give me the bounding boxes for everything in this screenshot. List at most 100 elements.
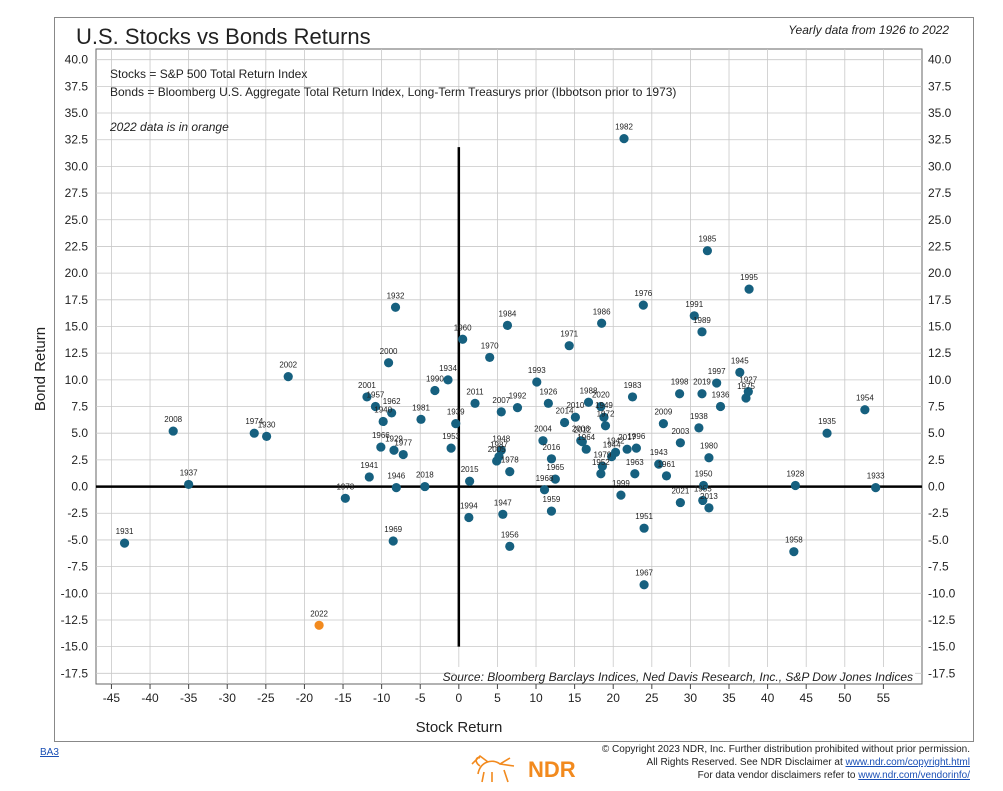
data-point-2015 bbox=[465, 476, 475, 486]
data-point-1997 bbox=[712, 378, 722, 388]
data-point-1996 bbox=[631, 443, 641, 453]
x-axis-label: Stock Return bbox=[416, 719, 503, 736]
point-label-1926: 1926 bbox=[539, 387, 557, 396]
point-label-1974: 1974 bbox=[245, 417, 263, 426]
y-tick-label-right: 5.0 bbox=[928, 426, 945, 440]
data-point-1933 bbox=[871, 483, 881, 493]
copyright-line-3: For data vendor disclaimers refer to www… bbox=[697, 770, 970, 781]
copyright-line-2: All Rights Reserved. See NDR Disclaimer … bbox=[646, 757, 971, 768]
point-label-1956: 1956 bbox=[501, 530, 519, 539]
y-tick-label-left: 17.5 bbox=[65, 293, 89, 307]
point-label-1979: 1979 bbox=[594, 450, 612, 459]
point-label-1930: 1930 bbox=[258, 420, 276, 429]
data-point-1959 bbox=[546, 506, 557, 516]
point-label-2012: 2012 bbox=[573, 426, 591, 435]
point-label-1952: 1952 bbox=[592, 458, 610, 467]
data-point-1960 bbox=[458, 334, 468, 344]
point-label-1933: 1933 bbox=[867, 472, 885, 481]
copyright-link[interactable]: www.ndr.com/copyright.html bbox=[845, 757, 971, 768]
point-label-1931: 1931 bbox=[116, 527, 134, 536]
y-tick-label-right: -17.5 bbox=[928, 666, 956, 680]
chart-note: Stocks = S&P 500 Total Return Index bbox=[110, 67, 307, 81]
point-label-1978: 1978 bbox=[501, 456, 519, 465]
x-tick-label: -45 bbox=[103, 691, 121, 705]
data-point-2004 bbox=[538, 436, 548, 446]
point-label-1927: 1927 bbox=[739, 376, 757, 385]
point-label-2002: 2002 bbox=[279, 361, 297, 370]
point-label-2004: 2004 bbox=[534, 425, 552, 434]
point-label-1948: 1948 bbox=[492, 434, 510, 443]
y-tick-label-left: 35.0 bbox=[65, 106, 89, 120]
ndr-logo: NDR bbox=[470, 748, 600, 786]
y-tick-label-right: 37.5 bbox=[928, 79, 952, 93]
point-label-2016: 2016 bbox=[543, 443, 561, 452]
data-point-1977 bbox=[398, 449, 408, 460]
y-tick-label-right: 25.0 bbox=[928, 213, 952, 227]
x-tick-label: -10 bbox=[373, 691, 391, 705]
data-point-1970 bbox=[485, 352, 495, 363]
y-tick-label-left: 12.5 bbox=[65, 346, 89, 360]
y-tick-label-left: 2.5 bbox=[71, 453, 88, 467]
vendorinfo-link[interactable]: www.ndr.com/vendorinfo/ bbox=[858, 770, 970, 781]
x-tick-label: -25 bbox=[257, 691, 275, 705]
data-point-1938 bbox=[694, 423, 704, 433]
point-label-2001: 2001 bbox=[358, 381, 376, 390]
y-tick-label-left: -5.0 bbox=[67, 533, 88, 547]
data-point-2022 bbox=[314, 620, 324, 630]
y-axis-label: Bond Return bbox=[32, 327, 49, 411]
data-point-1993 bbox=[532, 377, 542, 387]
point-label-1958: 1958 bbox=[785, 536, 803, 545]
data-point-1986 bbox=[597, 318, 607, 328]
point-label-2017: 2017 bbox=[618, 433, 636, 442]
point-label-1942: 1942 bbox=[607, 436, 625, 445]
y-tick-label-left: 30.0 bbox=[65, 159, 89, 173]
point-label-1936: 1936 bbox=[712, 391, 730, 400]
y-tick-label-left: -10.0 bbox=[61, 586, 89, 600]
data-point-2008 bbox=[168, 426, 178, 436]
data-point-1969 bbox=[388, 536, 398, 546]
data-point-2009 bbox=[658, 418, 668, 429]
footer-code-link[interactable]: BA3 bbox=[40, 747, 59, 758]
data-point-1972 bbox=[600, 421, 611, 431]
data-point-1983 bbox=[627, 392, 638, 402]
point-label-1985: 1985 bbox=[698, 235, 716, 244]
point-label-1996: 1996 bbox=[627, 432, 645, 441]
point-label-2007: 2007 bbox=[492, 396, 510, 405]
point-label-2006: 2006 bbox=[572, 425, 590, 434]
point-label-1935: 1935 bbox=[818, 417, 836, 426]
y-tick-label-left: 15.0 bbox=[65, 319, 89, 333]
data-point-2007 bbox=[496, 407, 506, 417]
data-point-1978 bbox=[505, 467, 515, 477]
x-tick-label: -30 bbox=[219, 691, 237, 705]
point-label-1953: 1953 bbox=[442, 432, 460, 441]
point-label-2000: 2000 bbox=[380, 347, 398, 356]
data-point-1936 bbox=[715, 401, 726, 412]
point-label-1929: 1929 bbox=[385, 434, 403, 443]
data-point-2002 bbox=[283, 372, 293, 382]
y-tick-label-right: -2.5 bbox=[928, 506, 949, 520]
point-label-1976: 1976 bbox=[634, 289, 652, 298]
point-label-1966: 1966 bbox=[372, 431, 390, 440]
data-point-1992 bbox=[512, 402, 523, 413]
x-tick-label: 5 bbox=[494, 691, 501, 705]
data-point-1954 bbox=[860, 405, 870, 415]
x-tick-label: 55 bbox=[877, 691, 891, 705]
point-label-1965: 1965 bbox=[546, 463, 564, 472]
y-tick-label-right: 40.0 bbox=[928, 53, 952, 67]
point-label-1989: 1989 bbox=[693, 316, 711, 325]
y-tick-label-left: 10.0 bbox=[65, 373, 89, 387]
point-label-1963: 1963 bbox=[626, 458, 644, 467]
point-label-1972: 1972 bbox=[597, 410, 615, 419]
chart-frame bbox=[54, 17, 974, 742]
data-point-1999 bbox=[616, 490, 626, 500]
point-label-1941: 1941 bbox=[360, 461, 378, 470]
data-point-1984 bbox=[502, 320, 513, 331]
y-tick-label-left: 5.0 bbox=[71, 426, 88, 440]
data-point-2016 bbox=[546, 454, 557, 464]
point-labels: 1926 1927 1928 1929 1930 1931 1932 1933 1934 1935… bbox=[116, 123, 885, 619]
point-label-2020: 2020 bbox=[592, 391, 610, 400]
y-tick-label-right: 27.5 bbox=[928, 186, 952, 200]
point-label-2010: 2010 bbox=[566, 401, 584, 410]
x-tick-label: 30 bbox=[684, 691, 698, 705]
point-label-1988: 1988 bbox=[580, 386, 598, 395]
